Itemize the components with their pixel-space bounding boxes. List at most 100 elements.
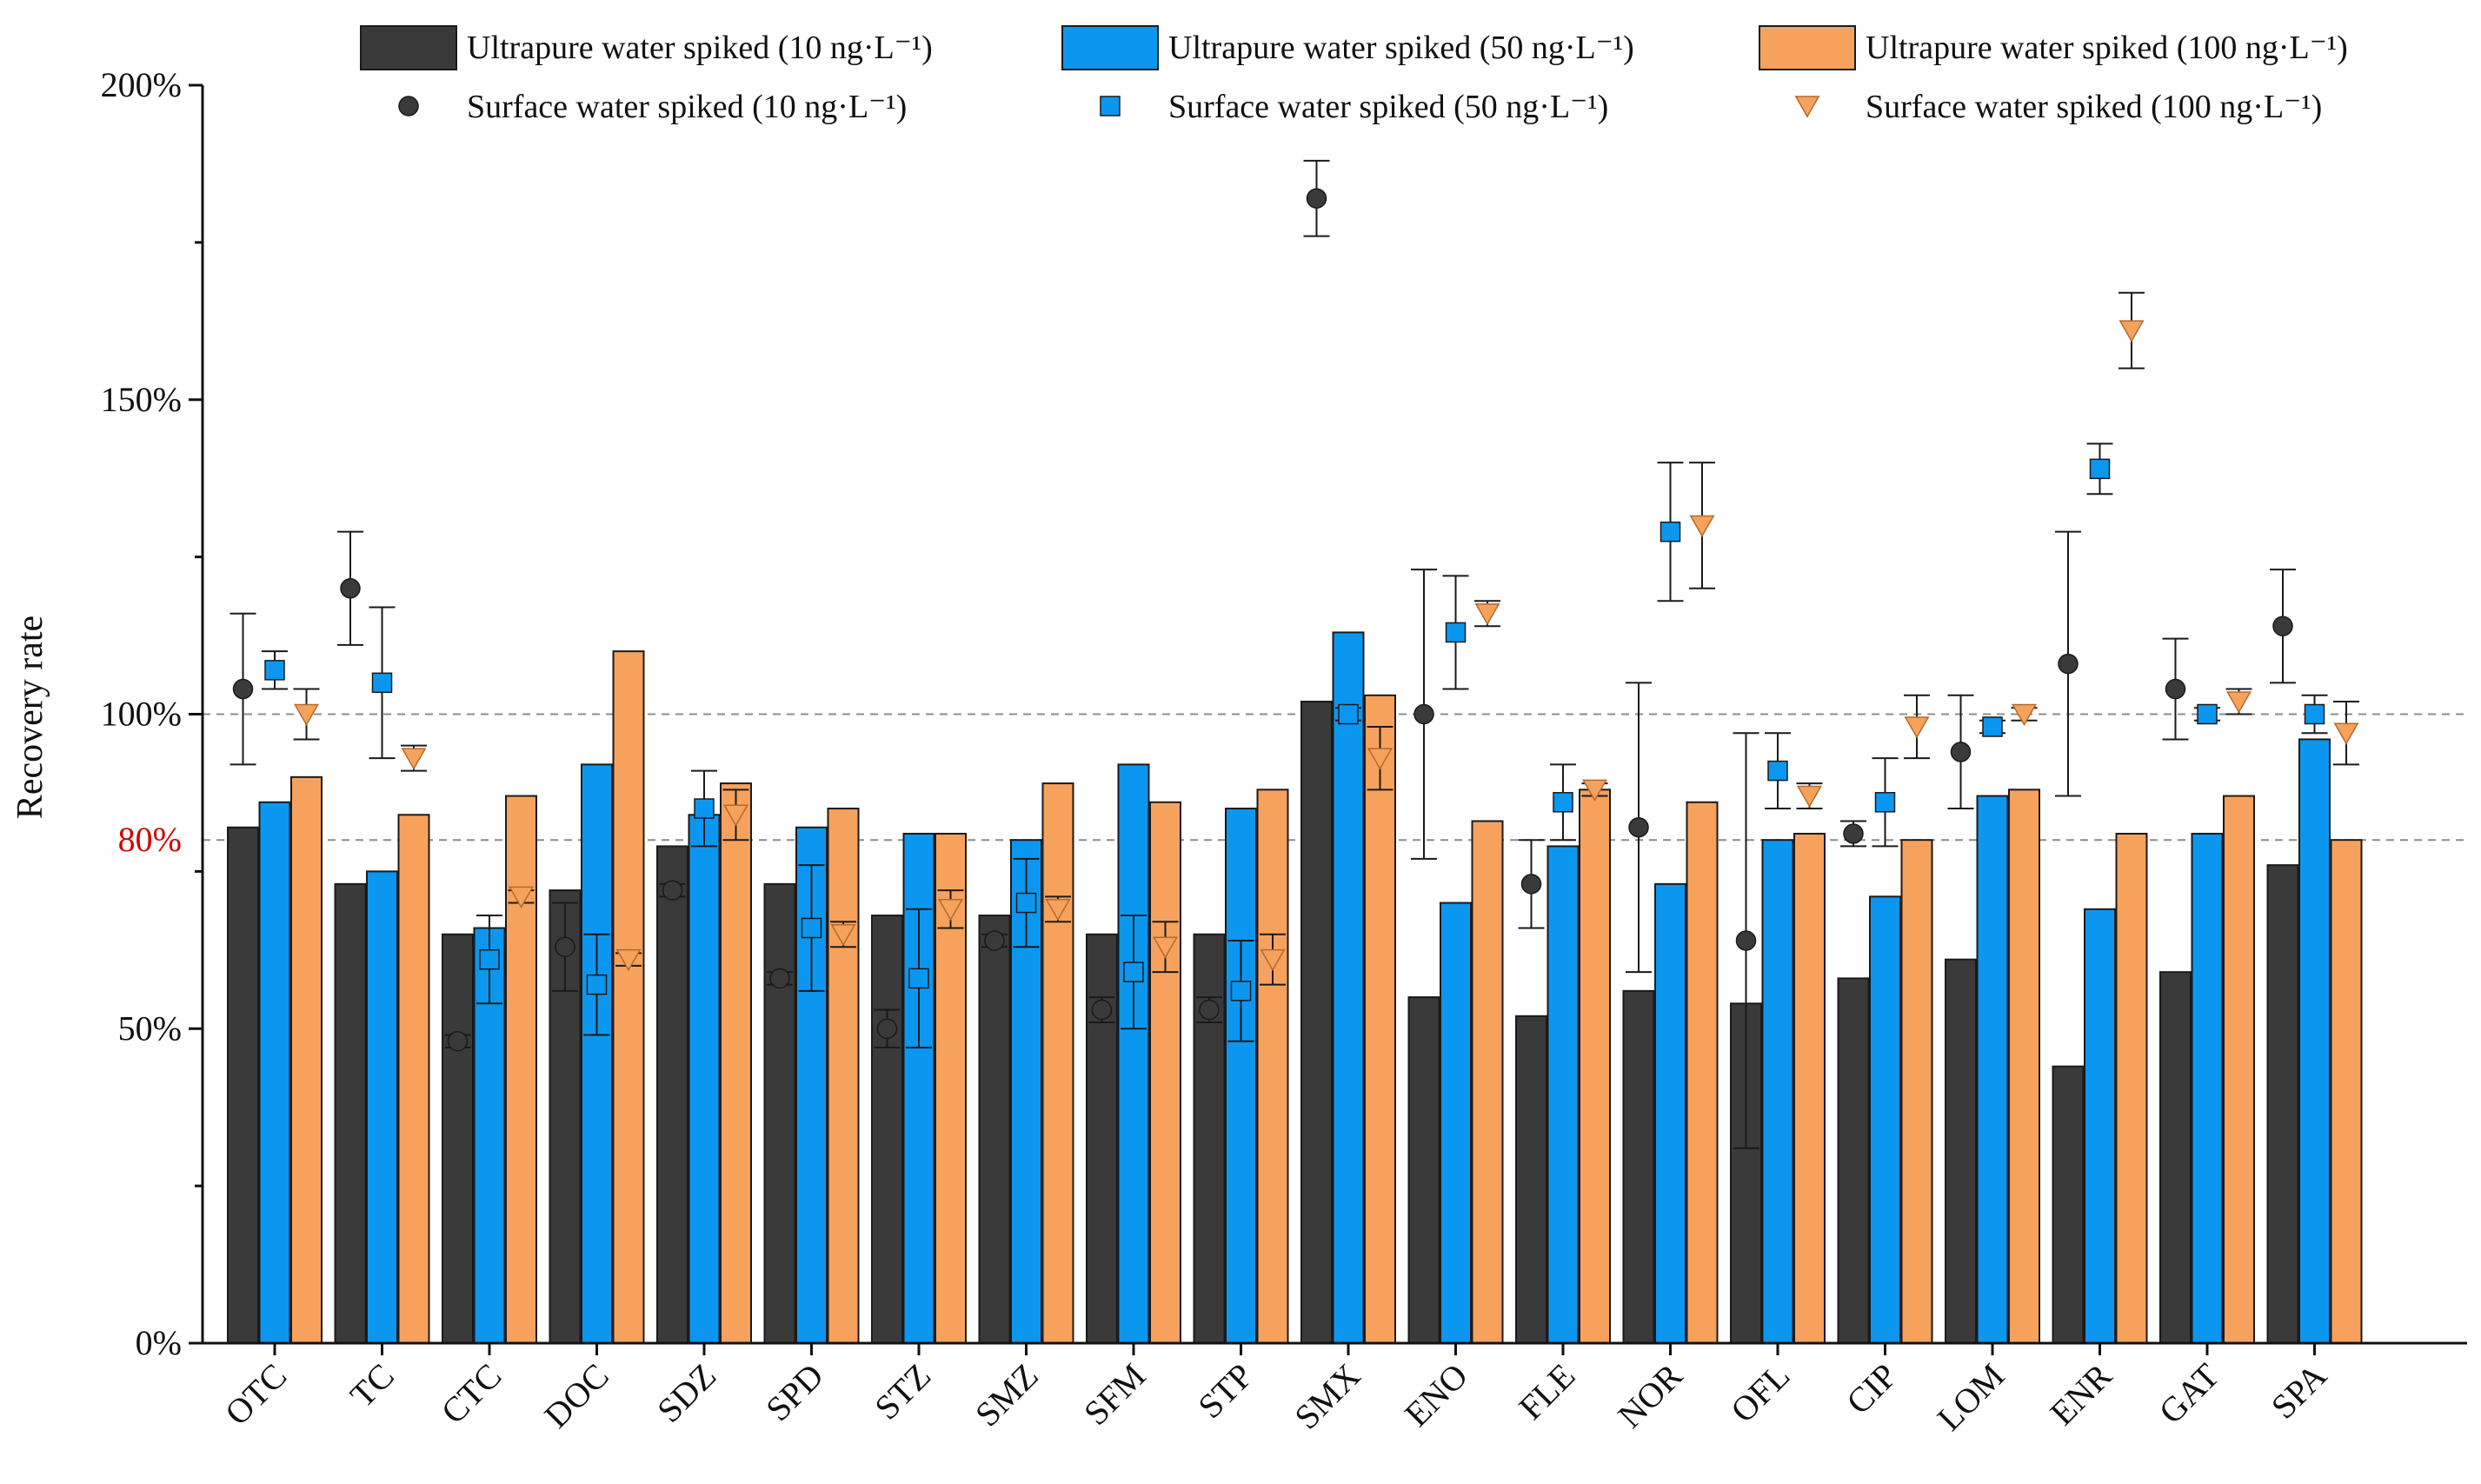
- point-stp-series-2: [1230, 981, 1252, 1002]
- point-sfm-series-3: [1153, 936, 1178, 959]
- point-tc-series-2: [371, 672, 393, 694]
- bar-nor-series-1: [1622, 989, 1655, 1344]
- legend-label-point-3: Surface water spiked (100 ng·L⁻¹): [1866, 89, 2322, 125]
- reference-label-80: 80%: [118, 820, 182, 859]
- bar-spa-series-3: [2330, 839, 2363, 1344]
- bar-spd-series-1: [763, 882, 796, 1344]
- point-ctc-series-1: [447, 1030, 469, 1052]
- category-label-eno: ENO: [1397, 1356, 1475, 1434]
- point-cip-series-3: [1904, 716, 1930, 739]
- bar-smx-series-1: [1300, 701, 1333, 1344]
- point-otc-series-2: [264, 660, 285, 681]
- point-lom-series-2: [1982, 716, 2003, 737]
- legend-marker-point-2: [1100, 96, 1121, 116]
- point-stz-series-2: [908, 968, 929, 989]
- bars: [227, 631, 2363, 1345]
- bar-cip-series-2: [1869, 895, 1901, 1344]
- point-spd-series-3: [830, 923, 856, 947]
- bar-eno-series-1: [1407, 996, 1440, 1344]
- point-smx-series-2: [1338, 703, 1359, 725]
- legend-swatch-bar-2: [1061, 25, 1159, 70]
- bar-eno-series-2: [1440, 902, 1472, 1345]
- point-gat-series-3: [2226, 691, 2252, 714]
- legend-label-point-2: Surface water spiked (50 ng·L⁻¹): [1168, 89, 1608, 125]
- y-axis-title: Recovery rate: [10, 616, 50, 819]
- bar-fle-series-2: [1546, 845, 1580, 1344]
- bar-sfm-series-3: [1149, 801, 1181, 1344]
- bar-otc-series-1: [227, 826, 259, 1344]
- category-label-tc: TC: [343, 1356, 402, 1415]
- bar-gat-series-3: [2223, 795, 2255, 1344]
- point-lom-series-1: [1950, 742, 1972, 762]
- point-stz-series-1: [876, 1018, 898, 1039]
- category-label-smz: SMZ: [968, 1356, 1046, 1434]
- y-tick-label-100: 100%: [101, 695, 182, 734]
- point-tc-series-1: [340, 578, 361, 599]
- point-sdz-series-3: [723, 804, 748, 827]
- bar-smz-series-3: [1041, 782, 1074, 1344]
- point-smz-series-1: [984, 930, 1005, 951]
- point-smz-series-3: [1045, 899, 1071, 922]
- point-eno-series-1: [1413, 703, 1434, 725]
- point-spa-series-1: [2272, 616, 2293, 636]
- point-enr-series-3: [2118, 320, 2145, 343]
- bar-enr-series-2: [2084, 908, 2116, 1345]
- category-label-cip: CIP: [1839, 1356, 1905, 1422]
- point-sdz-series-1: [662, 880, 683, 901]
- point-fle-series-3: [1582, 779, 1607, 802]
- bar-nor-series-3: [1686, 801, 1719, 1344]
- y-tick-label-200: 200%: [101, 65, 182, 104]
- point-sfm-series-2: [1123, 962, 1144, 982]
- legend-label-bar-3: Ultrapure water spiked (100 ng·L⁻¹): [1866, 30, 2348, 66]
- category-label-sfm: SFM: [1076, 1356, 1153, 1433]
- bar-otc-series-2: [258, 801, 291, 1344]
- point-stp-series-3: [1260, 948, 1286, 972]
- point-gat-series-1: [2165, 678, 2186, 700]
- legend-label-bar-1: Ultrapure water spiked (10 ng·L⁻¹): [467, 30, 933, 66]
- point-fle-series-1: [1520, 874, 1542, 895]
- bar-stz-series-1: [871, 915, 903, 1345]
- bar-cip-series-3: [1900, 839, 1933, 1344]
- point-smx-series-3: [1367, 748, 1393, 770]
- point-cip-series-2: [1874, 792, 1896, 813]
- bar-lom-series-3: [2008, 789, 2040, 1344]
- point-otc-series-3: [294, 703, 319, 727]
- point-ofl-series-2: [1767, 760, 1788, 782]
- data-points: [229, 159, 2359, 1149]
- category-label-ofl: OFL: [1723, 1356, 1797, 1430]
- bar-stp-series-2: [1225, 808, 1257, 1344]
- bar-tc-series-2: [366, 870, 398, 1344]
- bar-eno-series-3: [1471, 820, 1504, 1344]
- bar-stp-series-3: [1256, 789, 1289, 1344]
- category-label-spd: SPD: [758, 1356, 831, 1429]
- point-sdz-series-2: [694, 798, 715, 819]
- bar-nor-series-2: [1654, 882, 1686, 1344]
- point-enr-series-2: [2089, 458, 2111, 480]
- bar-sdz-series-2: [688, 814, 721, 1344]
- bar-fle-series-3: [1579, 789, 1611, 1344]
- bar-smx-series-3: [1364, 694, 1396, 1344]
- point-smx-series-1: [1306, 188, 1327, 209]
- legend-swatch-bar-1: [360, 25, 457, 70]
- bar-spa-series-2: [2298, 738, 2331, 1344]
- bar-sdz-series-1: [656, 845, 688, 1344]
- point-doc-series-3: [615, 948, 642, 972]
- bar-smz-series-1: [978, 915, 1011, 1345]
- bar-otc-series-3: [290, 775, 323, 1344]
- bar-spd-series-3: [827, 808, 860, 1344]
- point-tc-series-3: [401, 748, 427, 770]
- legend-label-bar-2: Ultrapure water spiked (50 ng·L⁻¹): [1168, 30, 1634, 66]
- category-label-otc: OTC: [217, 1356, 294, 1433]
- bar-ofl-series-3: [1793, 832, 1826, 1344]
- y-tick-label-50: 50%: [118, 1008, 182, 1048]
- y-tick-label-0: 0%: [136, 1323, 182, 1362]
- bar-ctc-series-3: [505, 795, 537, 1344]
- category-label-stp: STP: [1190, 1356, 1260, 1427]
- bar-lom-series-1: [1945, 958, 1977, 1345]
- category-label-spa: SPA: [2264, 1355, 2334, 1426]
- bar-ofl-series-2: [1761, 839, 1794, 1344]
- bar-cip-series-1: [1837, 977, 1870, 1344]
- legend: Ultrapure water spiked (10 ng·L⁻¹) Ultrap…: [360, 25, 2348, 125]
- category-label-ctc: CTC: [434, 1356, 509, 1432]
